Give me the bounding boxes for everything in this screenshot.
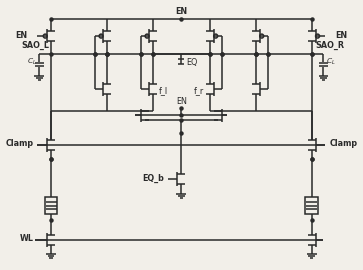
Text: EN: EN [16,31,28,40]
Text: SAO_L: SAO_L [21,41,49,50]
Text: $C_L$: $C_L$ [27,56,36,67]
Text: EQ_b: EQ_b [142,174,164,183]
Text: EN: EN [175,6,187,15]
Text: f_r: f_r [194,86,204,95]
Bar [305,197,318,214]
Text: $C_L$: $C_L$ [326,56,336,67]
Text: Clamp: Clamp [329,139,358,148]
Text: SAO_R: SAO_R [315,41,344,50]
Text: Clamp: Clamp [5,139,33,148]
Text: f_l: f_l [159,86,168,95]
Text: EN: EN [176,97,187,106]
Text: WL: WL [20,234,33,243]
Text: EN: EN [335,31,347,40]
Text: EQ: EQ [186,58,198,67]
Bar [45,197,57,214]
